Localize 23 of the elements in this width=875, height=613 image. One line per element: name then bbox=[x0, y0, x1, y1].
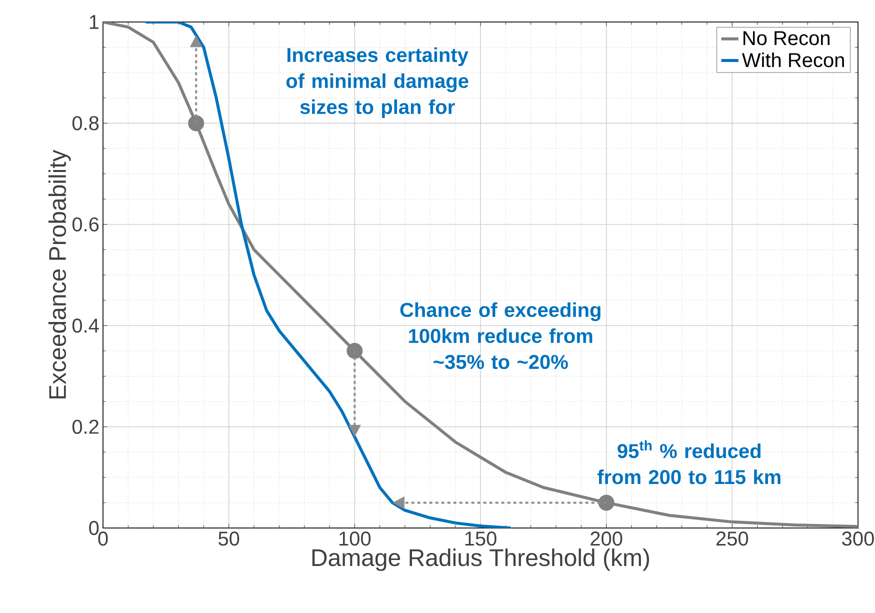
y-tick-label: 0.2 bbox=[72, 420, 98, 434]
x-tick-label: 100 bbox=[340, 532, 371, 546]
point bbox=[346, 342, 363, 359]
x-tick-label: 0 bbox=[98, 532, 108, 546]
annotation: Chance of exceeding 100km reduce from ~35% to ~20% bbox=[400, 302, 600, 370]
y-tick-label: 0 bbox=[89, 520, 99, 536]
point bbox=[598, 494, 614, 511]
x-axis-title: Damage Radius Threshold (km) bbox=[312, 548, 650, 571]
y-tick-label: 1 bbox=[90, 15, 98, 29]
y-tick-label: 0.6 bbox=[72, 217, 99, 232]
point bbox=[188, 115, 204, 132]
x-tick-label: 50 bbox=[218, 532, 240, 546]
annotation: 95$^{th}$ % reduced from 200 to 115 km bbox=[597, 440, 780, 484]
x-tick-label: 150 bbox=[465, 532, 496, 546]
legend-label: No Recon bbox=[744, 31, 830, 46]
annotation: Increases certainty of minimal damage sizes to plan for bbox=[286, 47, 468, 118]
x-tick-label: 300 bbox=[842, 532, 874, 546]
y-tick-label: 0.8 bbox=[72, 116, 99, 130]
legend-label: With Recon bbox=[742, 52, 844, 68]
x-tick-label: 250 bbox=[716, 532, 748, 546]
y-tick-label: 0.4 bbox=[72, 318, 99, 333]
y-axis-title: Exceedance Probability bbox=[48, 150, 71, 398]
x-tick-label: 200 bbox=[590, 532, 622, 546]
